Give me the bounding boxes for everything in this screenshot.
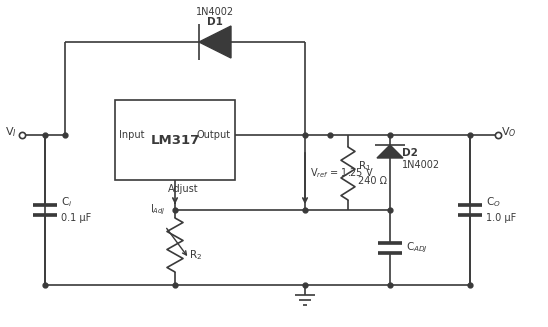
Text: 1N4002: 1N4002 [196, 7, 234, 17]
Text: R$_2$: R$_2$ [189, 248, 202, 262]
Polygon shape [377, 145, 403, 158]
Bar [115, 100, 235, 180]
Text: C$_i$: C$_i$ [61, 195, 72, 209]
Text: V$_{ref}$ = 1.25 V: V$_{ref}$ = 1.25 V [310, 166, 374, 180]
Text: I$_{Adj}$: I$_{Adj}$ [150, 203, 166, 217]
Text: D1: D1 [207, 17, 223, 27]
Text: V$_I$: V$_I$ [5, 125, 17, 139]
Text: 0.1 μF: 0.1 μF [61, 213, 92, 223]
Text: Input: Input [119, 130, 145, 140]
Text: LM317: LM317 [150, 133, 199, 146]
Text: Output: Output [197, 130, 231, 140]
Text: 1N4002: 1N4002 [402, 160, 440, 170]
Text: C$_O$: C$_O$ [486, 195, 501, 209]
Text: Adjust: Adjust [168, 184, 198, 194]
Text: C$_{ADJ}$: C$_{ADJ}$ [406, 240, 428, 255]
Text: R$_1$: R$_1$ [358, 160, 372, 173]
Text: 240 Ω: 240 Ω [358, 176, 387, 185]
Text: 1.0 μF: 1.0 μF [486, 213, 516, 223]
Text: D2: D2 [402, 148, 418, 158]
Text: V$_O$: V$_O$ [501, 125, 517, 139]
Polygon shape [199, 26, 231, 58]
